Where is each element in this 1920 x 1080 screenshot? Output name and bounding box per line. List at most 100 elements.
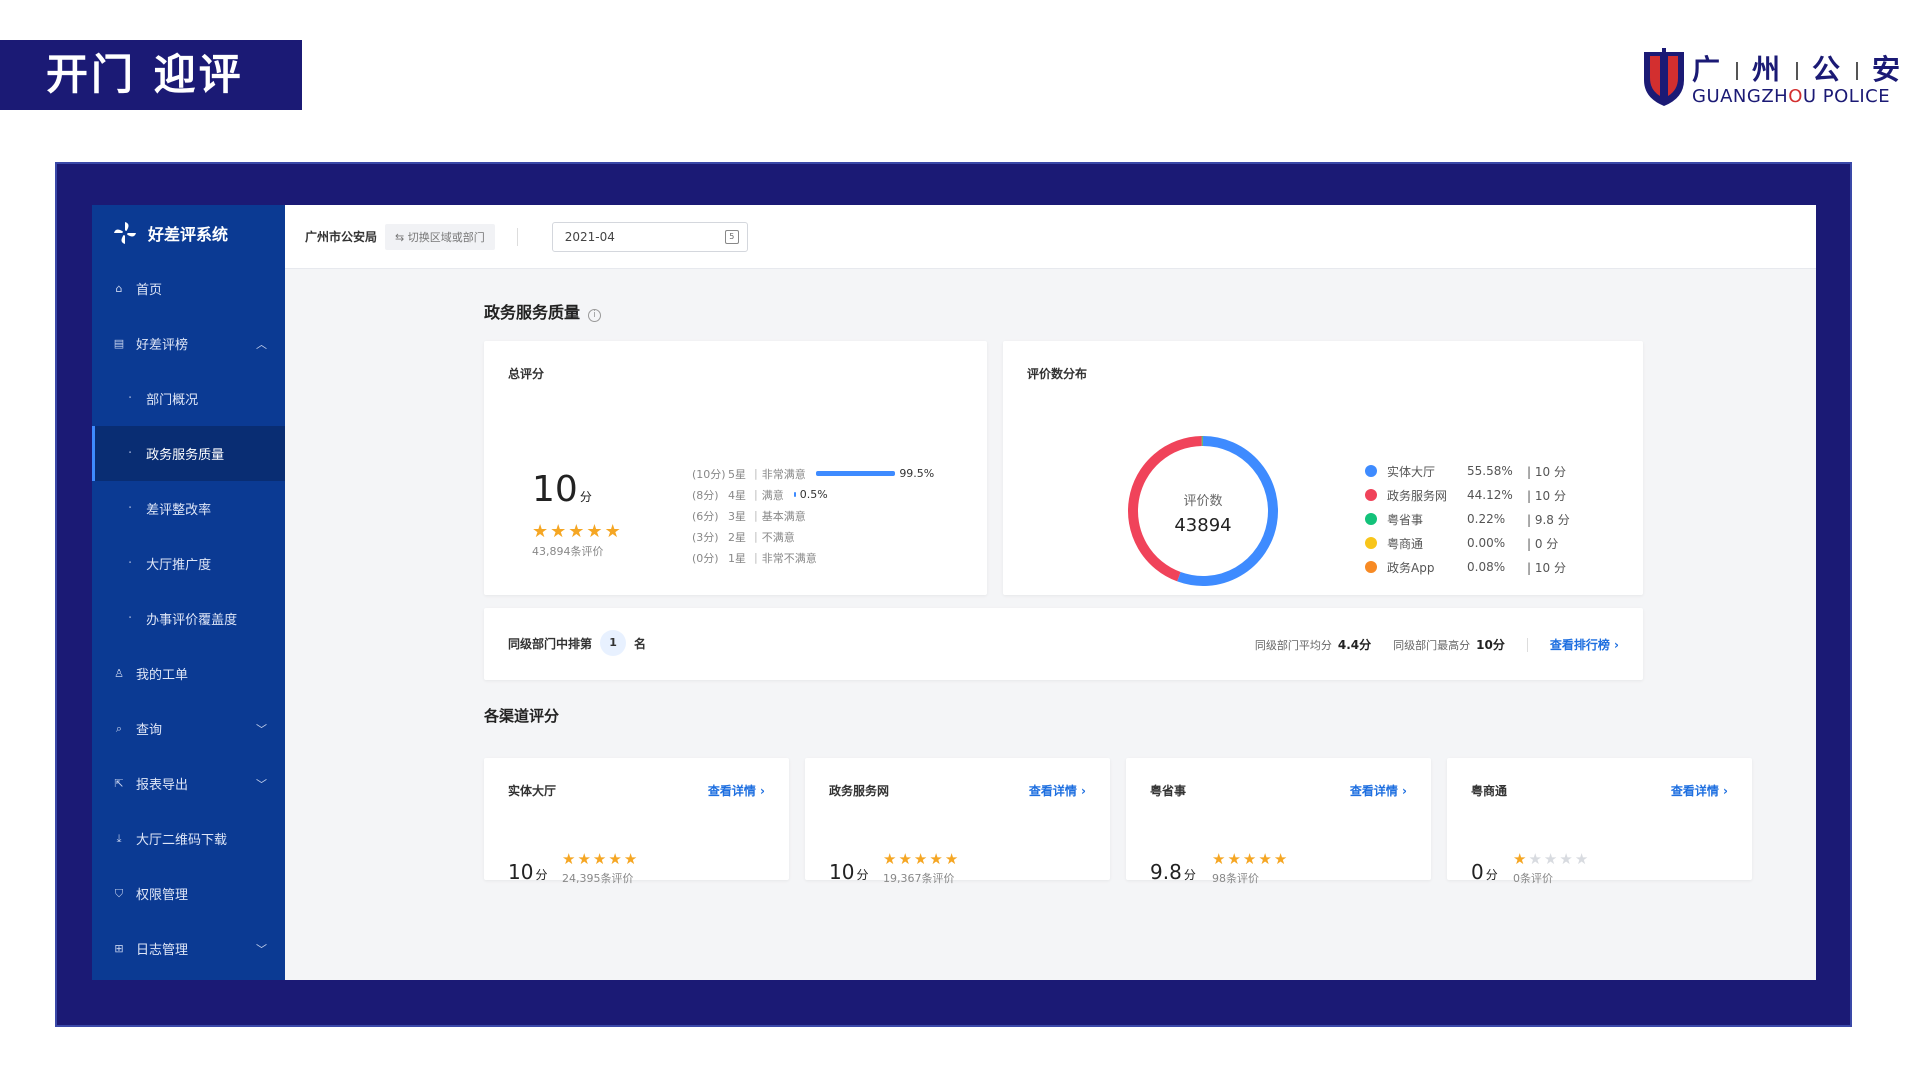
- card-title: 评价数分布: [1027, 367, 1088, 381]
- star-filled-icon: ★: [577, 850, 593, 868]
- legend-color-dot: [1365, 537, 1377, 549]
- legend-name: 粤省事: [1387, 512, 1424, 527]
- sidebar-subitem-coverage[interactable]: · 办事评价覆盖度: [128, 611, 238, 628]
- guangzhou-police-logo: 广州公安 GUANGZHOU POLICE: [1640, 42, 1900, 112]
- sidebar-item-work-orders[interactable]: ♙ 我的工单: [92, 646, 285, 701]
- channel-star-rating: ★★★★★: [1212, 850, 1289, 868]
- pinwheel-logo-icon: [114, 222, 136, 244]
- view-details-link[interactable]: 查看详情 ›: [1349, 784, 1407, 798]
- donut-center-label: 评价数: [1183, 494, 1222, 509]
- star-filled-icon: ★: [1513, 850, 1529, 868]
- legend-color-dot: [1365, 489, 1377, 501]
- total-score: 10 分: [532, 469, 592, 510]
- star-empty-icon: ★: [1528, 850, 1544, 868]
- download-icon: ⤓: [116, 831, 122, 845]
- legend-score: | 9.8 分: [1527, 512, 1570, 527]
- sidebar-item-label: 好差评榜: [136, 338, 189, 353]
- view-details-link[interactable]: 查看详情 ›: [707, 784, 765, 798]
- switch-region-button[interactable]: ⇆ 切换区域或部门: [385, 223, 495, 250]
- star-filled-icon: ★: [586, 521, 605, 542]
- star-filled-icon: ★: [568, 521, 587, 542]
- channel-star-rating: ★★★★★: [883, 850, 960, 868]
- brand[interactable]: 好差评系统: [92, 205, 285, 261]
- legend-percent: 44.12%: [1467, 488, 1513, 502]
- sidebar-item-query[interactable]: ⌕ 查询 ﹀: [92, 701, 285, 756]
- star-filled-icon: ★: [532, 521, 551, 542]
- logo-english: GUANGZHOU POLICE: [1692, 86, 1891, 107]
- channel-card: 粤商通 查看详情 › 0 分 ★★★★★ 0条评价: [1447, 758, 1752, 885]
- star-empty-icon: ★: [1574, 850, 1591, 868]
- dist-level: 4星: [728, 488, 746, 502]
- channel-name: 粤商通: [1471, 784, 1508, 798]
- legend-percent: 0.00%: [1467, 536, 1506, 550]
- channel-card: 政务服务网 查看详情 › 10 分 ★★★★★ 19,367条评价: [805, 758, 1110, 885]
- sidebar-item-label: 日志管理: [136, 943, 189, 958]
- star-empty-icon: ★: [1559, 850, 1575, 868]
- rank-bar: 同级部门中排第 1 名 同级部门平均分 4.4分 同级部门最高分 10分 查看排行榜…: [484, 608, 1643, 680]
- sidebar-item-report-export[interactable]: ⇱ 报表导出 ﹀: [92, 756, 285, 811]
- avg-score-label: 同级部门平均分: [1254, 638, 1332, 652]
- list-icon: ▤: [113, 337, 125, 350]
- calendar-icon[interactable]: 5: [724, 229, 739, 244]
- avg-score-value: 4.4分: [1337, 638, 1372, 652]
- star-filled-icon: ★: [550, 521, 569, 542]
- star-filled-icon: ★: [623, 850, 640, 868]
- dist-bar: [815, 471, 896, 476]
- view-details-link[interactable]: 查看详情 ›: [1670, 784, 1728, 798]
- review-distribution-card: 评价数分布 评价数 43894 实体大厅 55.58% | 10 分政务服务网 44.…: [1003, 341, 1643, 595]
- sidebar-subitem-label: 部门概况: [146, 393, 199, 408]
- month-picker[interactable]: 2021-04 5: [551, 221, 748, 252]
- channel-review-count: 19,367条评价: [883, 872, 955, 885]
- search-icon: ⌕: [115, 721, 123, 735]
- sidebar-item-logs[interactable]: ⊞ 日志管理 ﹀: [92, 921, 285, 976]
- logo-chinese: 广州公安: [1692, 53, 1903, 86]
- sidebar-item-label: 查询: [136, 723, 163, 738]
- distribution-row: (10分) 5星 | 非常满意 99.5%: [692, 467, 935, 481]
- sidebar-item-label: 我的工单: [136, 668, 189, 683]
- grid-icon: ⊞: [114, 942, 124, 955]
- star-filled-icon: ★: [898, 850, 914, 868]
- info-icon[interactable]: i: [588, 309, 602, 322]
- dist-desc: 不满意: [761, 530, 795, 544]
- chevron-down-icon: ﹀: [256, 722, 267, 736]
- sidebar-subitem-service-quality[interactable]: · 政务服务质量: [92, 426, 285, 481]
- star-filled-icon: ★: [1273, 850, 1290, 868]
- donut-center-value: 43894: [1174, 515, 1231, 536]
- donut-slice: [1177, 436, 1278, 586]
- sidebar-item-label: 权限管理: [136, 888, 189, 903]
- police-shield-icon: [1644, 48, 1684, 106]
- dist-points: (0分): [692, 551, 719, 565]
- channels-section-title: 各渠道评分: [484, 707, 560, 725]
- sidebar-item-rating-list[interactable]: ▤ 好差评榜 ︿: [92, 316, 285, 371]
- legend-name: 政务App: [1387, 560, 1435, 575]
- sidebar-item-permissions[interactable]: ⛉ 权限管理: [92, 866, 285, 921]
- rank-summary: 同级部门中排第 1 名: [508, 630, 646, 656]
- sidebar-subitem-rectification-rate[interactable]: · 差评整改率: [128, 501, 212, 518]
- view-details-link[interactable]: 查看详情 ›: [1028, 784, 1086, 798]
- channel-score: 9.8 分: [1150, 860, 1196, 884]
- view-ranking-link[interactable]: 查看排行榜 ›: [1549, 638, 1619, 652]
- legend-item: 粤商通 0.00% | 0 分: [1365, 531, 1570, 555]
- donut-legend: 实体大厅 55.58% | 10 分政务服务网 44.12% | 10 分粤省事 0.22…: [1365, 459, 1570, 579]
- sidebar-item-qr-download[interactable]: ⤓ 大厅二维码下载: [92, 811, 285, 866]
- star-filled-icon: ★: [1242, 850, 1259, 868]
- channel-review-count: 24,395条评价: [562, 872, 634, 885]
- star-filled-icon: ★: [883, 850, 899, 868]
- user-icon: ♙: [114, 667, 124, 680]
- legend-item: 粤省事 0.22% | 9.8 分: [1365, 507, 1570, 531]
- channel-name: 政务服务网: [829, 784, 890, 798]
- star-filled-icon: ★: [608, 850, 624, 868]
- chevron-up-icon: ︿: [256, 337, 267, 351]
- dist-level: 5星: [728, 467, 746, 481]
- sidebar-subitem-label: 政务服务质量: [146, 448, 225, 463]
- dist-bar: [793, 492, 796, 497]
- star-filled-icon: ★: [929, 850, 945, 868]
- channel-score: 10 分: [508, 860, 548, 884]
- max-score-label: 同级部门最高分: [1393, 638, 1471, 652]
- channel-name: 实体大厅: [508, 784, 557, 798]
- shield-icon: ⛉: [114, 886, 124, 900]
- sidebar-subitem-hall-promotion[interactable]: · 大厅推广度: [128, 556, 212, 573]
- sidebar-subitem-dept-overview[interactable]: · 部门概况: [128, 391, 199, 408]
- sidebar-item-home[interactable]: ⌂ 首页: [92, 261, 285, 316]
- dist-desc: 非常满意: [761, 467, 806, 481]
